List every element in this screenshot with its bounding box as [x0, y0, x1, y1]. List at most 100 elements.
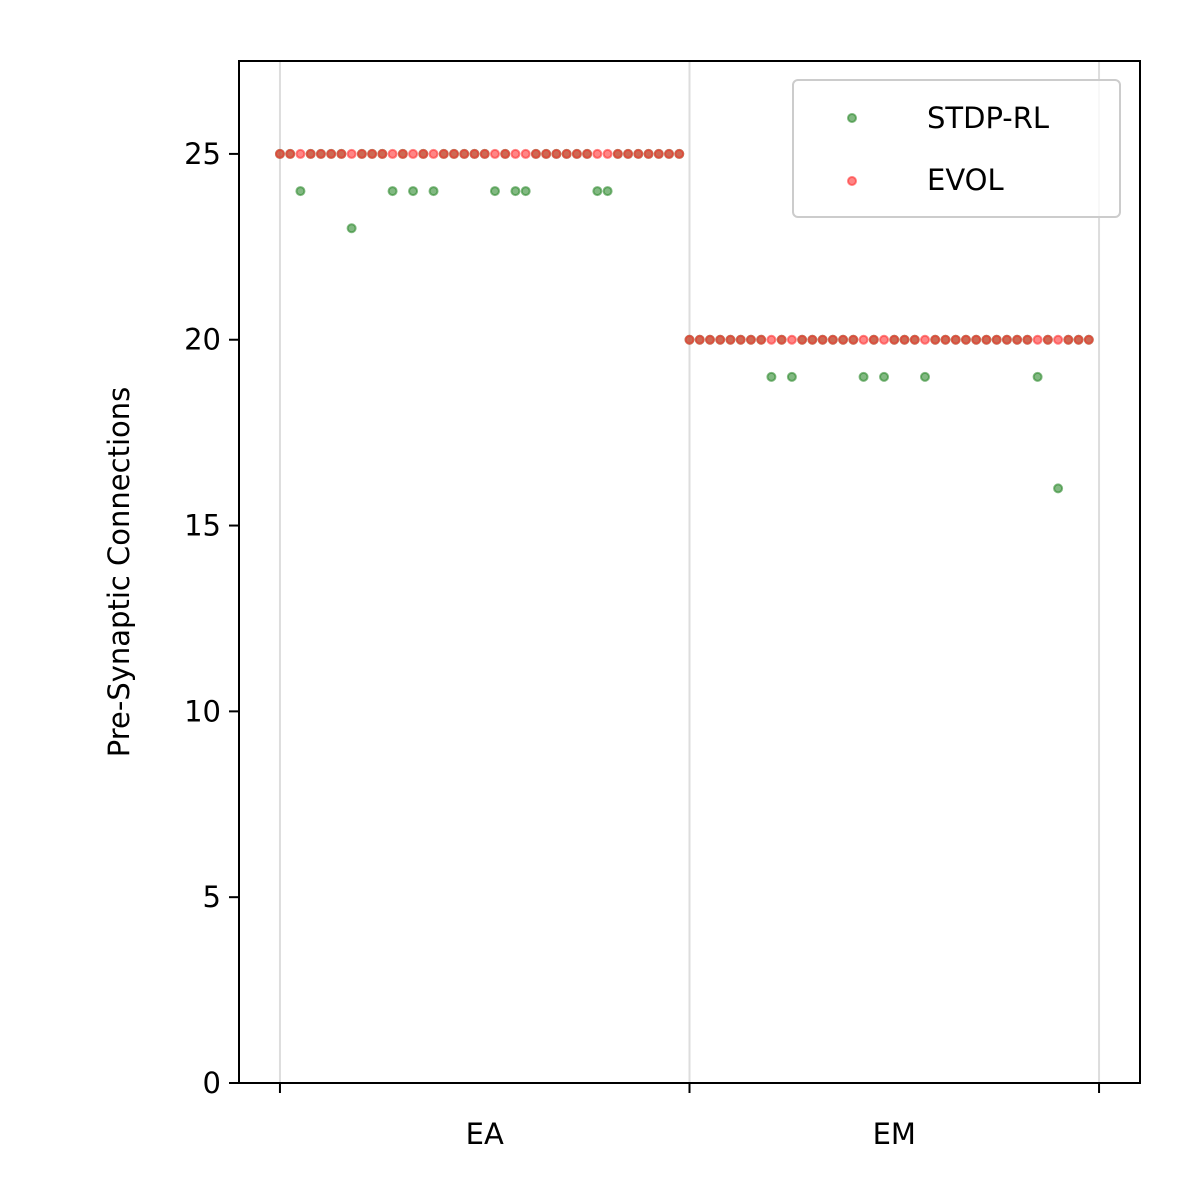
point-evol-65: [940, 334, 951, 345]
point-evol-78: [1073, 334, 1084, 345]
point-evol-8: [356, 148, 367, 159]
point-evol-61: [899, 334, 910, 345]
point-stdp-rl-23: [510, 186, 521, 197]
point-evol-60: [889, 334, 900, 345]
legend: STDP-RL EVOL: [792, 79, 1121, 218]
point-evol-67: [960, 334, 971, 345]
point-evol-79: [1083, 334, 1094, 345]
point-evol-29: [571, 148, 582, 159]
point-evol-22: [500, 148, 511, 159]
y-axis-label: Pre-Synaptic Connections: [102, 387, 136, 758]
legend-label-stdp-rl: STDP-RL: [927, 101, 1049, 135]
point-evol-55: [838, 334, 849, 345]
point-evol-56: [848, 334, 859, 345]
point-stdp-rl-76: [1053, 483, 1064, 494]
point-evol-58: [868, 334, 879, 345]
point-evol-28: [561, 148, 572, 159]
x-axis: EA EM: [278, 1083, 1101, 1151]
point-evol-48: [766, 334, 777, 345]
point-evol-23: [510, 148, 521, 159]
point-evol-25: [530, 148, 541, 159]
point-evol-54: [827, 334, 838, 345]
legend-label-evol: EVOL: [927, 163, 1004, 197]
point-evol-50: [786, 334, 797, 345]
point-stdp-rl-2: [295, 186, 306, 197]
y-tick-label-10: 10: [184, 694, 221, 728]
points-layer: [274, 148, 1094, 494]
point-evol-37: [653, 148, 664, 159]
point-evol-74: [1032, 334, 1043, 345]
y-axis: 0 5 10 15 20 25: [184, 137, 239, 1100]
y-tick-label-25: 25: [184, 137, 221, 171]
point-evol-52: [807, 334, 818, 345]
point-evol-18: [459, 148, 470, 159]
y-tick-label-5: 5: [203, 880, 221, 914]
point-evol-39: [674, 148, 685, 159]
point-evol-15: [428, 148, 439, 159]
point-stdp-rl-63: [919, 371, 930, 382]
point-evol-31: [592, 148, 603, 159]
point-evol-46: [745, 334, 756, 345]
point-evol-53: [817, 334, 828, 345]
point-evol-69: [981, 334, 992, 345]
point-evol-40: [684, 334, 695, 345]
point-evol-1: [285, 148, 296, 159]
point-evol-27: [551, 148, 562, 159]
x-tick-label-ea: EA: [466, 1117, 504, 1151]
point-stdp-rl-21: [489, 186, 500, 197]
point-evol-73: [1022, 334, 1033, 345]
point-stdp-rl-7: [346, 223, 357, 234]
point-stdp-rl-15: [428, 186, 439, 197]
point-evol-66: [950, 334, 961, 345]
x-tick-label-em: EM: [873, 1117, 916, 1151]
point-stdp-rl-11: [387, 186, 398, 197]
point-evol-35: [633, 148, 644, 159]
legend-marker-stdp-rl: [847, 113, 857, 123]
point-evol-2: [295, 148, 306, 159]
point-evol-64: [930, 334, 941, 345]
point-evol-11: [387, 148, 398, 159]
point-evol-43: [715, 334, 726, 345]
point-evol-30: [582, 148, 593, 159]
point-evol-26: [541, 148, 552, 159]
point-stdp-rl-31: [592, 186, 603, 197]
point-evol-76: [1053, 334, 1064, 345]
point-evol-24: [520, 148, 531, 159]
point-evol-59: [879, 334, 890, 345]
point-evol-71: [1001, 334, 1012, 345]
point-stdp-rl-13: [408, 186, 419, 197]
point-evol-45: [735, 334, 746, 345]
point-evol-5: [326, 148, 337, 159]
point-evol-47: [756, 334, 767, 345]
point-stdp-rl-24: [520, 186, 531, 197]
point-evol-17: [449, 148, 460, 159]
point-evol-38: [664, 148, 675, 159]
point-evol-21: [489, 148, 500, 159]
point-evol-44: [725, 334, 736, 345]
point-evol-34: [623, 148, 634, 159]
point-evol-51: [797, 334, 808, 345]
point-stdp-rl-32: [602, 186, 613, 197]
point-evol-0: [274, 148, 285, 159]
point-stdp-rl-50: [786, 371, 797, 382]
y-tick-label-15: 15: [184, 509, 221, 543]
grid-layer: [278, 61, 1101, 1083]
legend-marker-evol: [847, 176, 857, 186]
point-evol-57: [858, 334, 869, 345]
point-evol-63: [919, 334, 930, 345]
point-evol-68: [971, 334, 982, 345]
point-evol-19: [469, 148, 480, 159]
point-evol-33: [612, 148, 623, 159]
point-stdp-rl-48: [766, 371, 777, 382]
point-evol-75: [1042, 334, 1053, 345]
point-evol-36: [643, 148, 654, 159]
point-evol-49: [776, 334, 787, 345]
point-evol-72: [1012, 334, 1023, 345]
point-evol-12: [397, 148, 408, 159]
y-tick-label-0: 0: [203, 1066, 221, 1100]
point-evol-77: [1063, 334, 1074, 345]
point-evol-7: [346, 148, 357, 159]
point-evol-4: [315, 148, 326, 159]
point-stdp-rl-59: [879, 371, 890, 382]
